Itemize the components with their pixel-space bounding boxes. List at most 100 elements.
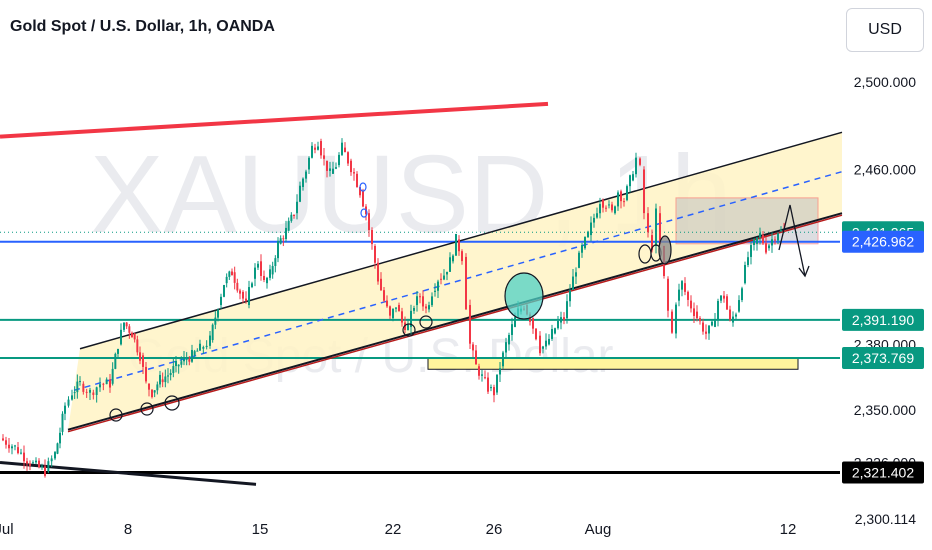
candle-body — [142, 355, 144, 367]
candle-body — [287, 220, 290, 231]
candle-body — [469, 305, 471, 344]
candle-body — [64, 405, 66, 414]
candle-body — [73, 392, 76, 394]
candle-body — [95, 387, 98, 395]
candle-body — [614, 206, 616, 214]
candle-body — [434, 290, 436, 292]
candle-body — [407, 324, 409, 331]
candle-body — [269, 269, 271, 278]
chart-title: Gold Spot / U.S. Dollar, 1h, OANDA — [10, 18, 275, 35]
price-label: 2,373.769 — [852, 350, 914, 366]
candle-body — [50, 458, 53, 462]
candle-body — [578, 252, 580, 268]
candle-body — [678, 289, 680, 301]
candle-body — [777, 233, 779, 241]
candle-body — [389, 306, 391, 316]
candles — [2, 138, 785, 478]
candle-body — [514, 317, 516, 327]
candle-body — [356, 173, 358, 188]
candle-body — [161, 379, 164, 383]
candle-body — [282, 238, 285, 240]
candle-body — [563, 317, 565, 320]
candle-body — [714, 319, 716, 327]
candle-body — [56, 443, 59, 454]
candle-body — [747, 257, 749, 266]
candle-body — [413, 308, 415, 311]
candle-body — [311, 145, 313, 158]
candle-body — [266, 277, 268, 284]
price-label: 2,391.190 — [852, 312, 914, 328]
candle-body — [484, 377, 486, 379]
candle-body — [487, 377, 489, 392]
annotation-circle — [419, 315, 433, 329]
candle-body — [554, 328, 556, 334]
support-zone — [427, 357, 799, 370]
candle-body — [593, 217, 595, 223]
trend-lines — [0, 101, 843, 486]
annotation-circle — [402, 323, 416, 337]
candle-body — [667, 278, 669, 311]
candle-body — [220, 296, 222, 306]
candle-body — [575, 272, 577, 277]
candle-body — [566, 301, 568, 319]
candle-body — [67, 399, 70, 406]
candle-body — [771, 239, 773, 246]
candle-body — [560, 317, 562, 323]
candle-body — [675, 304, 677, 334]
candle-body — [41, 466, 43, 468]
x-tick-label: Jul — [0, 521, 14, 538]
candle-body — [332, 168, 334, 174]
candle-body — [596, 213, 598, 218]
candle-body — [599, 204, 601, 214]
candle-body — [702, 322, 704, 332]
candle-body — [693, 308, 695, 316]
candle-body — [605, 207, 607, 209]
candle-body — [159, 374, 161, 385]
candle-body — [608, 204, 610, 206]
candle-body — [362, 191, 364, 207]
candle-body — [472, 344, 474, 351]
currency-button[interactable]: USD — [846, 8, 924, 52]
candle-body — [481, 374, 483, 376]
candle-body — [326, 160, 328, 171]
candle-body — [723, 295, 725, 299]
candle-body — [44, 466, 46, 476]
candle-body — [214, 317, 217, 325]
candle-body — [377, 262, 379, 282]
projection-arrowhead — [798, 265, 810, 278]
candle-body — [699, 318, 701, 322]
candle-body — [239, 290, 241, 294]
candle-body — [139, 352, 141, 361]
price-label-box — [842, 230, 924, 253]
candle-body — [38, 460, 40, 468]
candle-body — [61, 413, 64, 432]
x-tick-label: 22 — [385, 521, 402, 538]
candle-body — [380, 278, 382, 291]
candle-body — [478, 366, 480, 376]
candle-body — [35, 460, 37, 463]
candle-body — [117, 348, 119, 354]
candle-body — [271, 266, 274, 275]
candle-body — [647, 213, 649, 233]
candle-body — [320, 141, 322, 156]
candle-body — [164, 376, 167, 383]
candle-body — [8, 444, 10, 449]
candle-body — [765, 243, 767, 253]
candle-body — [602, 200, 604, 208]
candle-body — [76, 381, 79, 393]
candle-body — [684, 283, 686, 292]
candle-body — [175, 360, 177, 367]
candle-body — [572, 276, 574, 290]
candle-body — [651, 235, 653, 251]
candle-body — [735, 314, 737, 317]
candle-body — [744, 265, 746, 284]
candle-body — [705, 331, 707, 334]
candle-body — [290, 214, 293, 221]
candle-body — [458, 239, 460, 252]
candle-body — [205, 345, 208, 348]
candle-body — [136, 339, 139, 353]
candle-body — [236, 282, 239, 291]
candle-body — [314, 147, 316, 150]
candle-body — [756, 237, 758, 244]
